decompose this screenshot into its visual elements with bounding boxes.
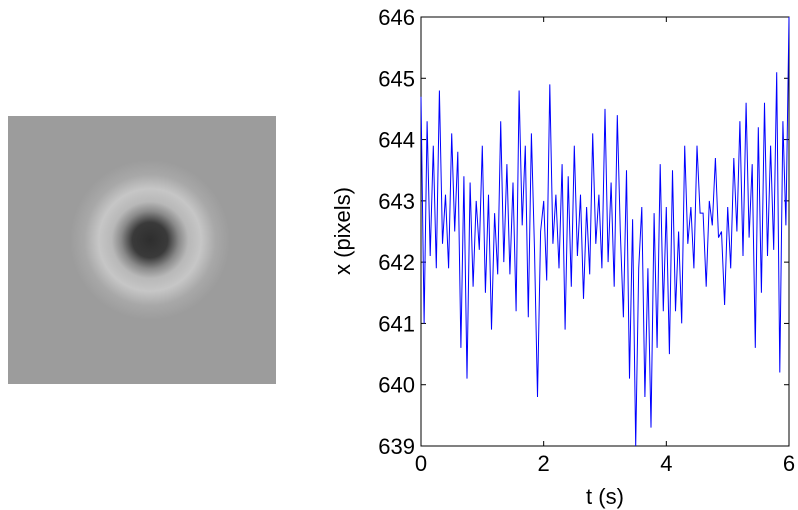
x-tick-label: 6: [783, 451, 795, 476]
x-tick-label: 4: [660, 451, 672, 476]
y-tick-label: 641: [378, 311, 415, 336]
y-tick-label: 644: [378, 128, 415, 153]
particle-ring: [70, 160, 230, 320]
y-tick-label: 646: [378, 5, 415, 30]
particle-ring-icon: [8, 116, 276, 384]
y-tick-label: 643: [378, 189, 415, 214]
y-axis-label: x (pixels): [330, 187, 355, 275]
series-line: [420, 16, 790, 447]
x-tick-label: 0: [415, 451, 427, 476]
y-tick-label: 640: [378, 373, 415, 398]
y-tick-label: 645: [378, 66, 415, 91]
axis-tick-labels: 0 2 4 6 639 640 641 642 643 644 645 646: [378, 5, 795, 476]
plot-area: [420, 16, 790, 447]
x-tick-label: 2: [538, 451, 550, 476]
y-tick-label: 642: [378, 250, 415, 275]
x-axis-label: t (s): [586, 484, 624, 509]
y-tick-label: 639: [378, 434, 415, 459]
